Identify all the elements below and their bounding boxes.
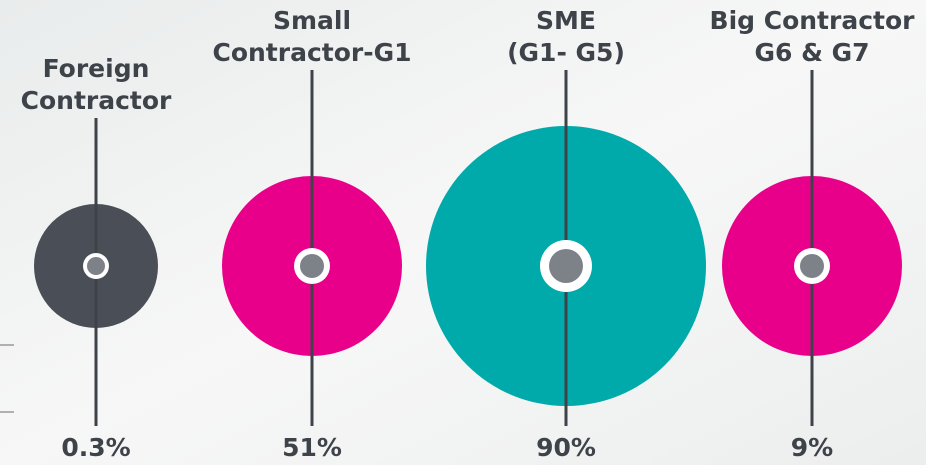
item-label: Small [273, 6, 351, 35]
dot [300, 254, 324, 278]
dot [549, 249, 583, 283]
item-value: 9% [791, 433, 833, 462]
item-label: Contractor-G1 [212, 38, 411, 67]
dot [87, 257, 105, 275]
item-label: Contractor [21, 86, 172, 115]
item-value: 0.3% [61, 433, 130, 462]
item-label: (G1- G5) [507, 38, 625, 67]
item-label: SME [536, 6, 596, 35]
item-label: Big Contractor [710, 6, 916, 35]
item-value: 90% [536, 433, 596, 462]
item-label: G6 & G7 [754, 38, 869, 67]
item-label: Foreign [43, 54, 150, 83]
item-value: 51% [282, 433, 342, 462]
dot [800, 254, 824, 278]
